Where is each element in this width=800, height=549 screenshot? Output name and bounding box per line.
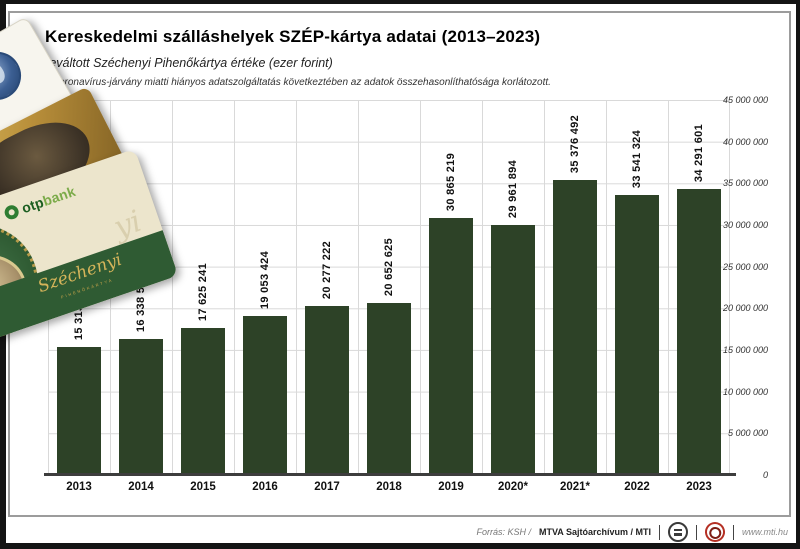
y-tick-label: 40 000 000 [722, 136, 768, 147]
page-title: Kereskedelmi szálláshelyek SZÉP-kártya a… [45, 27, 541, 46]
bar [491, 225, 535, 475]
bar [57, 347, 101, 475]
x-tick-label: 2016 [252, 481, 278, 493]
bar [305, 306, 349, 475]
bar-value-label: 29 961 894 [482, 100, 544, 218]
bar [367, 303, 411, 475]
bar-value-label: 35 376 492 [544, 100, 606, 173]
source-prefix: Forrás: KSH / [476, 527, 531, 537]
x-axis-line [44, 473, 736, 476]
otp-logo-bank: bank [40, 182, 78, 209]
otpbank-logo-icon [2, 203, 21, 222]
x-tick-label: 2021* [559, 481, 591, 493]
y-tick-label: 15 000 000 [722, 345, 768, 355]
x-tick-label: 2017 [314, 481, 340, 493]
y-tick-label: 20 000 000 [722, 303, 768, 314]
x-tick-label: 2013 [66, 481, 92, 493]
website-label: www.mti.hu [741, 527, 788, 537]
y-tick-label: 45 000 000 [722, 95, 768, 105]
x-tick-label: 2023 [686, 481, 712, 493]
bar [553, 180, 597, 475]
otpbank-logo-text: otpbank [19, 183, 77, 216]
bar-value-text: 20 277 222 [321, 240, 333, 299]
bar [181, 328, 225, 475]
y-tick-label: 25 000 000 [722, 261, 768, 272]
bar-value-text: 20 652 625 [383, 237, 395, 296]
covid-footnote: *A koronavírus-járvány miatti hiányos ad… [41, 77, 551, 88]
bar [243, 316, 287, 475]
footer-separator [732, 524, 734, 540]
x-tick-label: 2019 [438, 481, 464, 493]
y-tick-label: 35 000 000 [722, 178, 768, 189]
bar [119, 339, 163, 475]
y-tick-label: 5 000 000 [727, 428, 768, 439]
bar-value-label: 30 865 219 [420, 100, 482, 211]
x-tick-label: 2022 [624, 481, 650, 493]
x-tick-label: 2020* [497, 481, 529, 493]
bar [677, 189, 721, 475]
source-credit: MTVA Sajtóarchívum / MTI [538, 527, 651, 537]
bar-value-text: 35 376 492 [569, 114, 581, 173]
footer-bar: Forrás: KSH / MTVA Sajtóarchívum / MTI w… [476, 519, 788, 545]
bar-value-text: 19 053 424 [259, 250, 271, 309]
bar-value-label: 17 625 241 [172, 100, 234, 321]
y-tick-label: 30 000 000 [722, 220, 768, 230]
bar-value-text: 34 291 601 [693, 123, 705, 182]
portrait-emblem-icon [0, 43, 30, 109]
bar [429, 218, 473, 475]
mtva-logo-icon [667, 522, 688, 542]
x-tick-label: 2018 [376, 481, 402, 493]
y-tick-label: 0 [762, 470, 768, 480]
x-tick-label: 2014 [128, 481, 154, 493]
bar-value-label: 20 277 222 [296, 100, 358, 299]
bar-value-text: 17 625 241 [197, 262, 209, 321]
chart-subtitle: Beváltott Széchenyi Pihenőkártya értéke … [41, 56, 333, 70]
x-tick-label: 2015 [190, 481, 216, 493]
bar-value-label: 33 541 324 [606, 100, 668, 188]
mti-logo-icon [702, 519, 728, 545]
y-tick-label: 10 000 000 [722, 386, 768, 397]
bar-value-text: 29 961 894 [507, 159, 519, 218]
bar-value-label: 19 053 424 [234, 100, 296, 309]
bar [615, 195, 659, 475]
footer-separator [695, 524, 697, 540]
bar-value-text: 30 865 219 [445, 152, 457, 211]
bar-value-text: 33 541 324 [631, 129, 643, 188]
footer-separator [658, 524, 660, 540]
bar-value-label: 20 652 625 [358, 100, 420, 296]
